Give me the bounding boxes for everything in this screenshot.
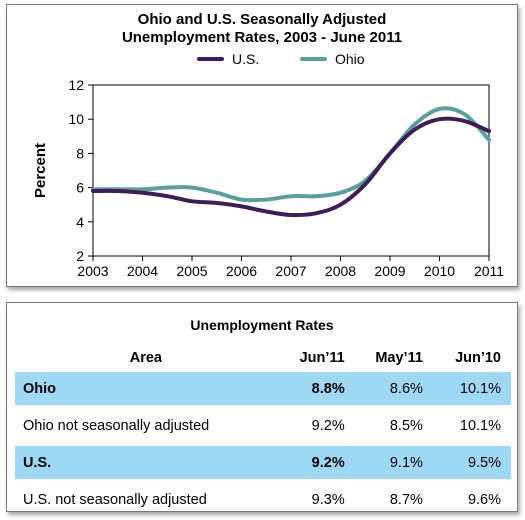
cell-area: Ohio (15, 372, 277, 405)
table-row-ohio-nsa: Ohio not seasonally adjusted 9.2% 8.5% 1… (15, 409, 511, 442)
table-row-us-nsa: U.S. not seasonally adjusted 9.3% 8.7% 9… (15, 483, 511, 516)
rates-table-panel: Unemployment Rates Area Jun’11 May’11 Ju… (6, 302, 518, 512)
cell-jun11: 9.2% (311, 417, 345, 434)
cell-may11: 9.1% (354, 446, 433, 479)
chart-title: Ohio and U.S. Seasonally Adjusted Unempl… (7, 11, 517, 47)
x-tick-label: 2009 (374, 263, 405, 279)
chart-title-line-2: Unemployment Rates, 2003 - June 2011 (121, 29, 403, 46)
cell-area: Ohio not seasonally adjusted (23, 417, 210, 434)
cell-jun10: 10.1% (432, 372, 511, 405)
header-area: Area (129, 349, 162, 366)
x-tick-label: 2007 (275, 263, 306, 279)
x-tick-label: 2008 (325, 263, 356, 279)
table-row-us: U.S. 9.2% 9.1% 9.5% (15, 446, 511, 479)
legend-swatch-us (197, 57, 224, 61)
chart-legend: U.S. Ohio (7, 51, 517, 71)
cell-jun11: 9.2% (276, 446, 355, 479)
legend-item-us: U.S. (197, 51, 259, 67)
table-title: Unemployment Rates (190, 317, 334, 333)
legend-item-ohio: Ohio (300, 51, 365, 67)
legend-label-us: U.S. (232, 51, 260, 67)
y-axis-label: Percent (32, 143, 49, 198)
x-tick-label: 2006 (226, 263, 257, 279)
x-tick-label: 2005 (176, 263, 207, 279)
y-tick-label: 10 (68, 111, 84, 127)
legend-swatch-ohio (300, 57, 327, 61)
cell-jun11: 8.8% (276, 372, 355, 405)
table-header-row: Area Jun’11 May’11 Jun’10 (15, 343, 511, 372)
cell-jun10: 10.1% (459, 417, 501, 434)
cell-jun10: 9.5% (432, 446, 511, 479)
x-tick-label: 2003 (77, 263, 108, 279)
header-jun11: Jun’11 (299, 349, 345, 366)
cell-may11: 8.5% (389, 417, 423, 434)
cell-area: U.S. (15, 446, 277, 479)
rates-table: Area Jun’11 May’11 Jun’10 Ohio 8.8% 8.6%… (15, 343, 511, 516)
x-tick-label: 2004 (127, 263, 158, 279)
x-tick-label: 2010 (424, 263, 455, 279)
y-tick-label: 6 (76, 180, 84, 196)
plot-area-frame (92, 84, 490, 257)
cell-jun10: 9.6% (467, 491, 501, 508)
line-chart: 2 4 6 8 10 12 2003 2004 2005 2006 2007 2008 2009 2010… (32, 77, 504, 279)
x-tick-label: 2011 (474, 263, 504, 279)
header-may11: May’11 (375, 349, 423, 366)
y-tick-label: 4 (76, 214, 84, 230)
cell-may11: 8.6% (354, 372, 433, 405)
series-line-ohio (91, 106, 491, 203)
table-row-ohio: Ohio 8.8% 8.6% 10.1% (15, 372, 511, 405)
cell-may11: 8.7% (389, 491, 423, 508)
cell-jun11: 9.3% (311, 491, 345, 508)
cell-area: U.S. not seasonally adjusted (23, 491, 207, 508)
y-tick-label: 2 (76, 248, 84, 264)
y-tick-label: 8 (76, 145, 84, 161)
series-line-us (91, 116, 491, 218)
chart-title-line-1: Ohio and U.S. Seasonally Adjusted (137, 11, 387, 28)
header-jun10: Jun’10 (455, 349, 501, 366)
legend-label-ohio: Ohio (335, 51, 365, 67)
y-tick-label: 12 (68, 77, 84, 93)
chart-panel: Ohio and U.S. Seasonally Adjusted Unempl… (6, 4, 518, 287)
